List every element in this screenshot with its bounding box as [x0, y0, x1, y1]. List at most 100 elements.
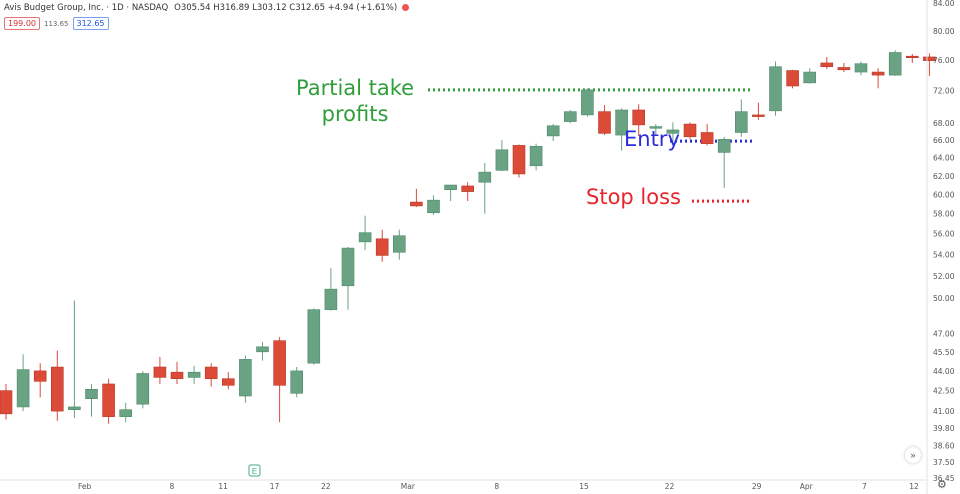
y-tick-label: 68.00 [933, 119, 955, 128]
candle-body [786, 70, 799, 87]
candle-body [170, 371, 184, 380]
candle-body [923, 56, 936, 61]
candle-body [427, 199, 440, 214]
y-tick-label: 54.00 [933, 250, 955, 259]
earnings-e-icon[interactable]: E [248, 464, 261, 477]
svg-text:E: E [252, 467, 257, 476]
candle-body [649, 126, 663, 129]
candle-body [752, 114, 765, 117]
candle-body [273, 340, 286, 386]
buy-button[interactable]: 312.65 [72, 17, 109, 30]
y-tick-label: 41.00 [933, 407, 955, 416]
ohlc-values: O305.54 H316.89 L303.12 C312.65 +4.94 (+… [174, 3, 398, 13]
candle-body [204, 366, 218, 380]
y-tick-label: 56.00 [933, 230, 955, 239]
candle-body [68, 406, 81, 410]
candle-body [16, 369, 30, 408]
x-tick-label: 7 [862, 482, 867, 491]
candle-body [700, 132, 714, 144]
sell-button[interactable]: 199.00 [4, 17, 40, 30]
candle-body [119, 409, 132, 417]
candle-body [854, 63, 868, 73]
x-tick-label: 15 [579, 482, 589, 491]
x-tick-label: 22 [321, 482, 331, 491]
price-axis: 84.00 80.00 76.00 72.00 68.00 66.00 64.00 62.00… [933, 0, 955, 483]
y-tick-label: 76.00 [933, 56, 955, 65]
candle-body [615, 109, 628, 136]
double-chevron-right-icon[interactable]: » [905, 447, 921, 463]
candle-body [375, 238, 389, 256]
y-tick-label: 50.00 [933, 294, 955, 303]
candle-body [50, 366, 64, 412]
x-tick-label: Apr [800, 482, 814, 491]
candle-body [598, 111, 611, 134]
candle-body [683, 123, 697, 138]
y-tick-label: 62.00 [933, 172, 955, 181]
y-tick-label: 39.80 [933, 424, 955, 433]
candle-body [666, 129, 680, 134]
y-tick-label: 64.00 [933, 154, 955, 163]
y-tick-label: 58.00 [933, 210, 955, 219]
candle-body [136, 373, 150, 405]
candle-body [290, 370, 304, 394]
candle-body [495, 149, 509, 171]
candle-body [85, 388, 98, 400]
y-tick-label: 80.00 [933, 27, 955, 36]
candle-body [358, 232, 372, 243]
y-tick-label: 66.00 [933, 136, 955, 145]
candle-body [717, 139, 731, 153]
y-tick-label: 52.00 [933, 272, 955, 281]
y-tick-label: 38.60 [933, 441, 955, 450]
symbol-title[interactable]: Avis Budget Group, Inc. · 1D · NASDAQ [4, 3, 169, 13]
candle-body [837, 67, 851, 71]
candle-body [905, 55, 919, 59]
entry-label: Entry [624, 127, 680, 151]
candle-body [871, 71, 885, 76]
y-tick-label: 42.50 [933, 387, 955, 396]
market-status-dot-icon [402, 4, 410, 11]
candle-body [546, 125, 560, 137]
candle-body [529, 145, 543, 167]
partial-line-2: profits [321, 102, 389, 126]
candle-body [478, 171, 492, 183]
candle-body [512, 145, 526, 175]
x-tick-label: 17 [270, 482, 280, 491]
candle-body [803, 71, 817, 84]
partial-take-profits-label: Partial take profits [296, 78, 414, 125]
partial-line-1: Partial take [296, 76, 415, 100]
spread-value: 113.65 [44, 19, 69, 28]
candle-body [888, 52, 902, 76]
candle-body [222, 378, 235, 386]
candle-body [632, 109, 646, 126]
x-tick-label: 8 [494, 482, 499, 491]
candles [0, 50, 936, 424]
gear-icon[interactable]: ⚙ [937, 479, 947, 491]
candle-body [444, 184, 457, 191]
trade-buttons: 199.00 113.65 312.65 [4, 17, 109, 30]
y-tick-label: 60.00 [933, 190, 955, 199]
candle-body [341, 247, 355, 287]
candle-body [461, 185, 475, 192]
candle-body [239, 359, 252, 397]
x-tick-label: 29 [752, 482, 762, 491]
y-tick-label: 72.00 [933, 87, 955, 96]
candle-body [769, 66, 782, 112]
candle-body [307, 309, 321, 364]
x-tick-label: 8 [169, 482, 174, 491]
y-tick-label: 84.00 [933, 0, 955, 8]
candle-body [410, 201, 423, 207]
candle-body [153, 366, 167, 378]
candle-body [256, 346, 269, 353]
x-tick-label: 11 [218, 482, 228, 491]
y-tick-label: 47.00 [933, 329, 955, 338]
candle-body [324, 288, 338, 310]
x-tick-label: Mar [401, 482, 416, 491]
candle-body [392, 235, 406, 253]
candle-body [563, 111, 577, 122]
time-axis: Feb 8 11 17 22 Mar 8 15 22 29 Apr 7 12 [78, 482, 919, 491]
x-tick-label: 12 [909, 482, 919, 491]
x-tick-label: 22 [665, 482, 675, 491]
candle-body [187, 371, 201, 378]
chart-header: Avis Budget Group, Inc. · 1D · NASDAQ O30… [4, 3, 410, 13]
